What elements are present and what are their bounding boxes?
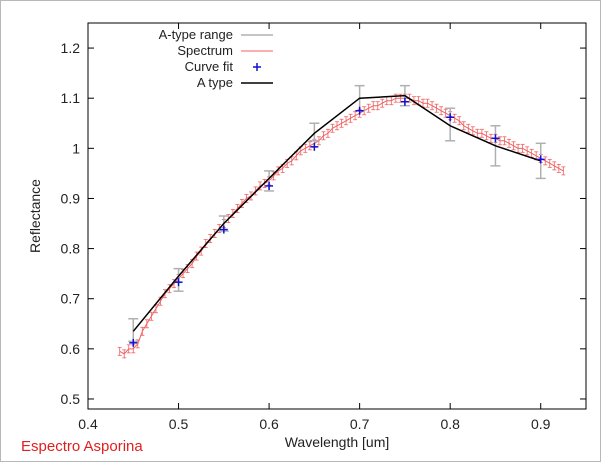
spectrum-point <box>561 166 566 176</box>
spectrum-point <box>366 103 371 113</box>
curve-fit-point <box>355 106 364 115</box>
spectrum-point <box>543 156 548 166</box>
spectrum-point <box>411 96 416 106</box>
x-tick-label: 0.6 <box>259 416 279 432</box>
spectrum-point <box>122 349 127 359</box>
spectrum-point <box>443 108 448 118</box>
spectrum-point <box>321 131 326 141</box>
curve-fit-series <box>129 97 545 347</box>
spectrum-point <box>235 204 240 213</box>
spectrum-point <box>371 101 376 111</box>
curve-fit-point <box>400 97 409 106</box>
x-tick-label: 0.8 <box>440 416 460 432</box>
x-tick-label: 0.9 <box>531 416 551 432</box>
curve-fit-point <box>219 225 228 234</box>
spectrum-point <box>425 98 430 108</box>
spectrum-point <box>325 128 330 138</box>
spectrum-point <box>457 116 462 126</box>
spectrum-point <box>335 121 339 131</box>
legend-swatch-curve-fit <box>253 63 261 71</box>
spectrum-point <box>470 126 475 136</box>
curve-fit-point <box>536 155 545 164</box>
legend-label-curve-fit: Curve fit <box>185 59 234 74</box>
spectrum-point <box>439 106 444 116</box>
a-type-range-bar <box>309 122 320 142</box>
spectrum-point <box>276 166 281 176</box>
spectrum-line <box>119 97 564 355</box>
spectrum-point <box>344 116 349 126</box>
y-tick-label: 1.1 <box>61 90 81 106</box>
y-tick-label: 0.5 <box>61 391 81 407</box>
spectrum-point <box>452 113 457 123</box>
legend-label-a-type: A type <box>197 75 233 90</box>
y-tick-label: 0.6 <box>61 341 81 357</box>
spectrum-point <box>375 101 380 111</box>
curve-fit-point <box>265 181 274 190</box>
x-tick-label: 0.5 <box>169 416 189 432</box>
spectrum-point <box>511 141 516 151</box>
spectrum-point <box>353 111 358 121</box>
spectrum-point <box>556 163 561 173</box>
spectrum-point <box>330 123 335 133</box>
legend: A-type range Spectrum Curve fit A type <box>159 27 273 90</box>
legend-label-a-type-range: A-type range <box>159 27 233 42</box>
curve-fit-point <box>446 113 455 122</box>
chart-caption: Espectro Asporina <box>21 438 143 455</box>
spectrum-point <box>484 131 489 141</box>
spectrum-point <box>140 326 145 336</box>
y-tick-label: 0.9 <box>61 190 81 206</box>
spectrum-point <box>497 136 502 146</box>
spectrum-point <box>507 138 512 148</box>
curve-fit-point <box>129 338 138 347</box>
y-tick-label: 0.8 <box>61 241 81 257</box>
spectrum-point <box>339 118 344 128</box>
spectrum-point <box>552 161 557 171</box>
spectrum-point <box>149 311 154 321</box>
x-axis-title: Wavelength [um] <box>285 434 390 450</box>
y-tick-label: 0.7 <box>61 291 81 307</box>
spectrum-point <box>547 158 552 168</box>
legend-label-spectrum: Spectrum <box>177 43 233 58</box>
y-axis-title: Reflectance <box>27 179 43 253</box>
spectrum-point <box>117 346 122 356</box>
spectrum-point <box>303 143 308 153</box>
x-tick-label: 0.4 <box>78 416 98 432</box>
axis-ticks: 0.4 0.5 0.6 0.7 0.8 0.9 0.5 0.6 0.7 0.8 0.9 1 1.1 1.2 <box>61 23 586 432</box>
a-type-range-bar <box>128 318 139 343</box>
spectrum-point <box>307 141 312 151</box>
spectrum-point <box>380 98 385 108</box>
spectrum-point <box>479 128 484 138</box>
curve-fit-point <box>491 134 500 143</box>
spectrum-point <box>434 103 439 113</box>
y-tick-label: 1.2 <box>61 40 81 56</box>
spectrum-point <box>430 101 435 111</box>
spectrum-point <box>199 246 204 256</box>
y-tick-label: 1 <box>72 140 80 156</box>
spectrum-point <box>502 136 507 146</box>
a-type-line <box>132 94 541 332</box>
spectrum-point <box>461 121 466 131</box>
a-type-series <box>132 94 541 332</box>
spectrum-point <box>348 113 353 123</box>
curve-fit-point <box>174 278 183 287</box>
spectrum-point <box>126 344 131 354</box>
x-tick-label: 0.7 <box>350 416 370 432</box>
curve-fit-point <box>310 142 319 151</box>
spectrum-point <box>466 123 471 133</box>
spectrum-point <box>520 143 525 153</box>
plot-area-border <box>87 22 587 410</box>
spectrum-series <box>117 93 566 359</box>
spectrum-point <box>488 133 493 143</box>
spectrum-point <box>529 148 534 158</box>
spectrum-point <box>144 319 149 329</box>
spectrum-point <box>525 146 530 156</box>
spectrum-point <box>258 181 263 191</box>
a-type-range-bar <box>445 107 456 142</box>
